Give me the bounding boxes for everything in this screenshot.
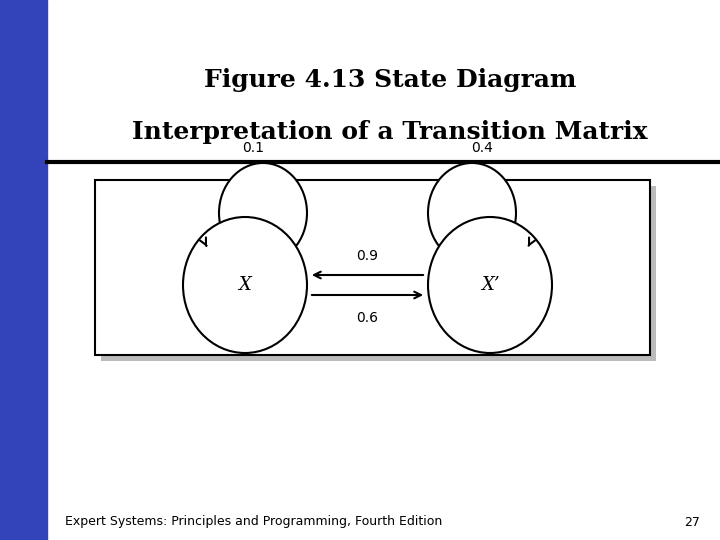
Text: Figure 4.13 State Diagram: Figure 4.13 State Diagram [204, 68, 576, 92]
Bar [95, 180, 650, 355]
Text: 0.4: 0.4 [471, 141, 493, 155]
Text: 27: 27 [684, 516, 700, 529]
Ellipse shape [219, 163, 307, 263]
Bar [0, 0, 47, 540]
Text: 0.6: 0.6 [356, 311, 379, 325]
Ellipse shape [428, 217, 552, 353]
Text: 0.1: 0.1 [242, 141, 264, 155]
Ellipse shape [183, 217, 307, 353]
Text: X: X [238, 276, 251, 294]
Text: Expert Systems: Principles and Programming, Fourth Edition: Expert Systems: Principles and Programmi… [65, 516, 442, 529]
Text: 0.9: 0.9 [356, 249, 379, 263]
Text: Interpretation of a Transition Matrix: Interpretation of a Transition Matrix [132, 120, 648, 144]
Bar [101, 186, 656, 361]
Text: X’: X’ [481, 276, 499, 294]
Ellipse shape [428, 163, 516, 263]
